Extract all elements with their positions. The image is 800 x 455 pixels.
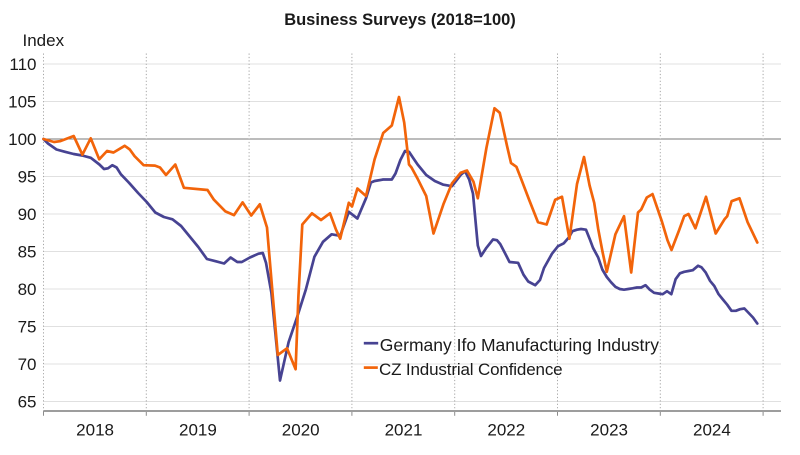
svg-text:2018: 2018 <box>76 421 114 440</box>
svg-text:CZ Industrial Confidence: CZ Industrial Confidence <box>379 360 563 379</box>
svg-text:2024: 2024 <box>693 421 731 440</box>
svg-text:105: 105 <box>8 93 36 112</box>
svg-text:2023: 2023 <box>590 421 628 440</box>
svg-text:2022: 2022 <box>487 421 525 440</box>
svg-text:90: 90 <box>18 205 37 224</box>
svg-text:85: 85 <box>18 243 37 262</box>
svg-text:2021: 2021 <box>385 421 423 440</box>
svg-text:2020: 2020 <box>282 421 320 440</box>
svg-text:Index: Index <box>23 31 65 50</box>
svg-text:100: 100 <box>8 130 36 149</box>
svg-text:70: 70 <box>18 355 37 374</box>
svg-text:Germany Ifo Manufacturing Indu: Germany Ifo Manufacturing Industry <box>380 335 659 355</box>
svg-text:110: 110 <box>9 55 36 74</box>
svg-text:65: 65 <box>18 393 37 412</box>
svg-text:80: 80 <box>18 280 37 299</box>
svg-text:75: 75 <box>18 318 37 337</box>
svg-text:95: 95 <box>18 168 37 187</box>
svg-text:2019: 2019 <box>179 421 217 440</box>
svg-text:Business Surveys (2018=100): Business Surveys (2018=100) <box>284 11 516 29</box>
